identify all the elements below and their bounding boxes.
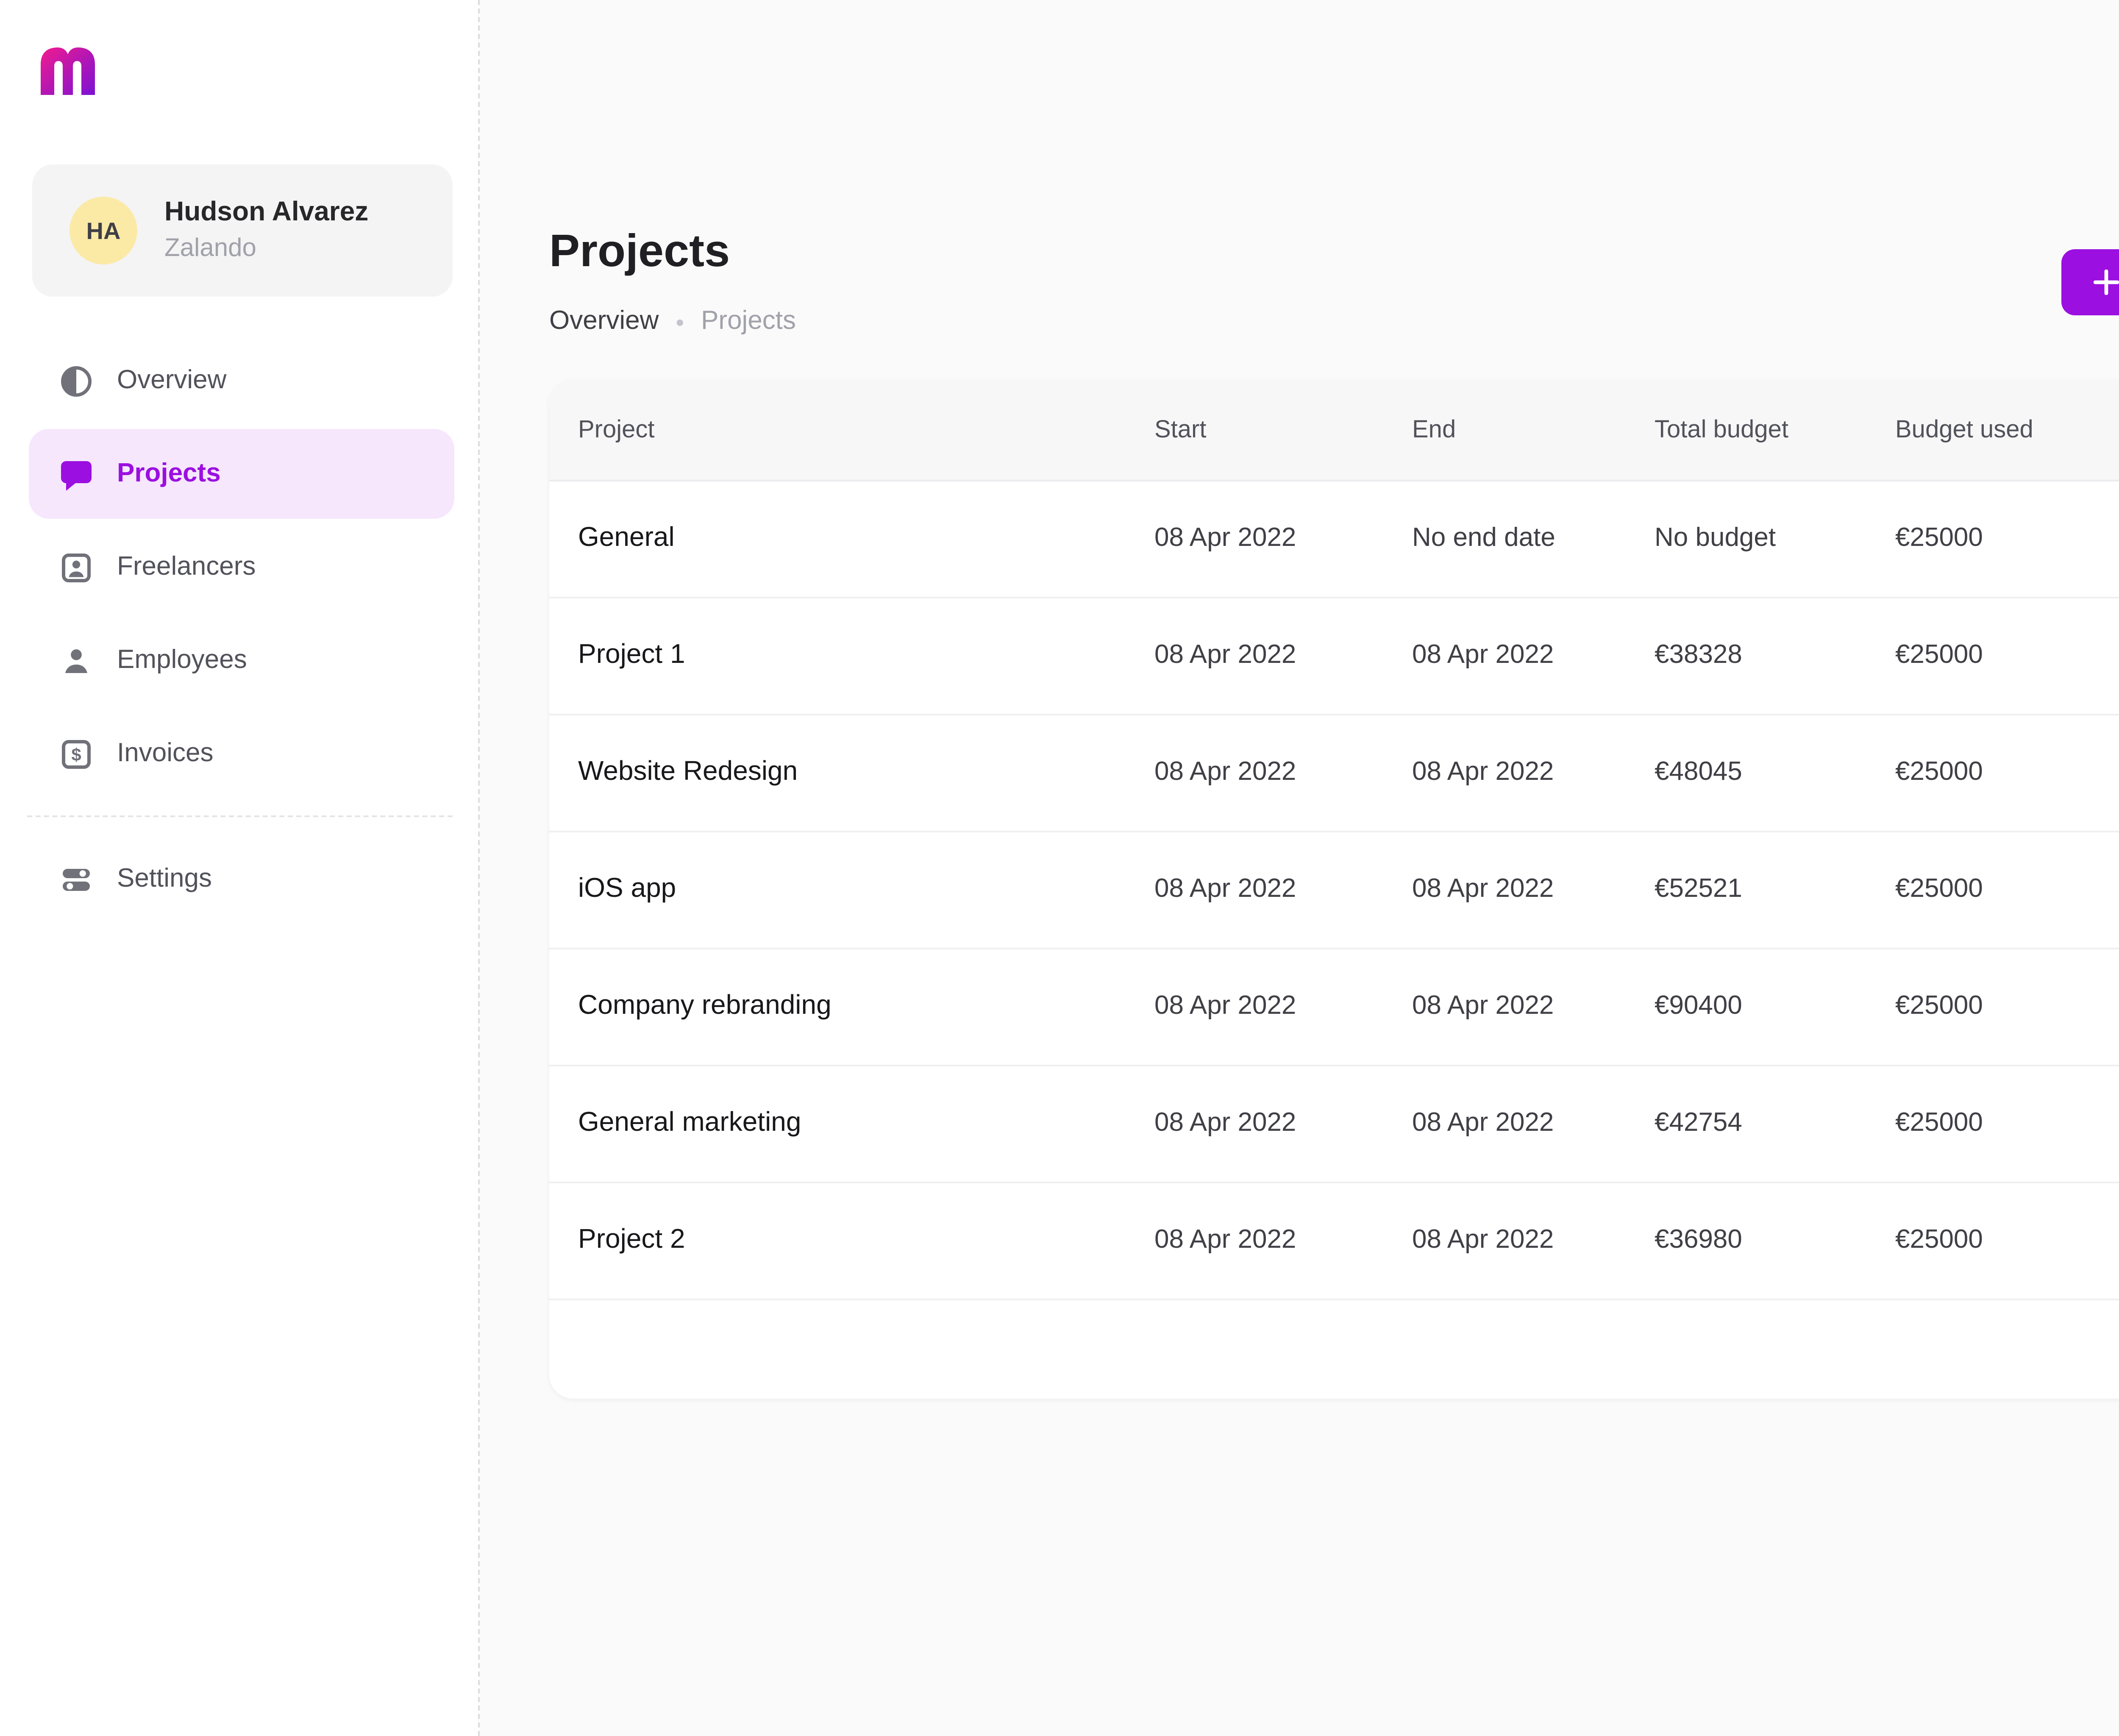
- plus-icon: [2094, 270, 2119, 295]
- cell-budget-used: €25000: [1895, 758, 1983, 787]
- breadcrumb-separator: •: [676, 309, 684, 336]
- column-header-start: Start: [1154, 416, 1207, 443]
- sidebar-item-label: Freelancers: [117, 552, 256, 581]
- cell-end-date: 08 Apr 2022: [1412, 992, 1554, 1021]
- chat-bubble-icon: [59, 457, 93, 491]
- column-header-total-budget: Total budget: [1655, 416, 1789, 443]
- cell-project-name: iOS app: [578, 875, 676, 904]
- sidebar-item-label: Employees: [117, 645, 247, 674]
- sidebar-divider: [27, 815, 453, 817]
- cell-start-date: 08 Apr 2022: [1154, 1109, 1296, 1138]
- user-info: Hudson Alvarez Zalando: [164, 195, 368, 266]
- cell-total-budget: €48045: [1655, 758, 1742, 787]
- cell-project-name: General marketing: [578, 1109, 801, 1138]
- sidebar-item-label: Projects: [117, 459, 221, 487]
- person-badge-icon: [59, 550, 93, 584]
- breadcrumb-projects: Projects: [701, 307, 796, 336]
- page-title: Projects: [549, 225, 730, 276]
- cell-budget-used: €25000: [1895, 641, 1983, 670]
- column-header-project: Project: [578, 416, 655, 443]
- user-company: Zalando: [164, 233, 256, 262]
- cell-total-budget: €52521: [1655, 875, 1742, 904]
- table-row: Website Redesign 08 Apr 2022 08 Apr 2022 €4…: [549, 715, 2119, 832]
- table-row: Project 1 08 Apr 2022 08 Apr 2022 €38328 €25…: [549, 598, 2119, 715]
- cell-total-budget: €38328: [1655, 641, 1742, 670]
- pie-chart-icon: [59, 364, 93, 398]
- sidebar-item-overview[interactable]: Overview: [29, 336, 454, 426]
- person-icon: [59, 643, 93, 677]
- user-name: Hudson Alvarez: [164, 198, 369, 228]
- cell-budget-used: €25000: [1895, 875, 1983, 904]
- cell-start-date: 08 Apr 2022: [1154, 1226, 1296, 1255]
- user-card[interactable]: HA Hudson Alvarez Zalando: [32, 164, 453, 297]
- table-row: General marketing 08 Apr 2022 08 Apr 2022 €…: [549, 1066, 2119, 1183]
- sidebar-item-label: Settings: [117, 864, 212, 893]
- sidebar-item-invoices[interactable]: $ Invoices: [29, 709, 454, 798]
- create-new-project-button[interactable]: Create new project: [2062, 249, 2119, 315]
- cell-budget-used: €25000: [1895, 1226, 1983, 1255]
- svg-text:$: $: [71, 744, 81, 764]
- cell-total-budget: €36980: [1655, 1226, 1742, 1255]
- table-row: Project 2 08 Apr 2022 08 Apr 2022 €36980 €25…: [549, 1183, 2119, 1300]
- cell-start-date: 08 Apr 2022: [1154, 992, 1296, 1021]
- sidebar-item-projects[interactable]: Projects: [29, 429, 454, 519]
- breadcrumb: Overview • Projects: [549, 307, 796, 337]
- cell-end-date: 08 Apr 2022: [1412, 758, 1554, 787]
- cell-start-date: 08 Apr 2022: [1154, 524, 1296, 553]
- cell-end-date: 08 Apr 2022: [1412, 641, 1554, 670]
- cell-budget-used: €25000: [1895, 992, 1983, 1021]
- cell-budget-used: €25000: [1895, 524, 1983, 553]
- cell-project-name: General: [578, 524, 675, 553]
- cell-project-name: Website Redesign: [578, 758, 798, 787]
- dollar-square-icon: $: [59, 737, 93, 771]
- cell-total-budget: €42754: [1655, 1109, 1742, 1138]
- table-row: Company rebranding 08 Apr 2022 08 Apr 2022…: [549, 949, 2119, 1066]
- cell-start-date: 08 Apr 2022: [1154, 641, 1296, 670]
- cell-end-date: 08 Apr 2022: [1412, 875, 1554, 904]
- cell-project-name: Project 1: [578, 641, 685, 670]
- avatar: HA: [70, 197, 137, 264]
- sidebar-item-freelancers[interactable]: Freelancers: [29, 522, 454, 612]
- sidebar-item-settings[interactable]: Settings: [29, 834, 454, 924]
- cell-project-name: Project 2: [578, 1226, 685, 1255]
- sidebar-item-employees[interactable]: Employees: [29, 615, 454, 705]
- sidebar-nav: Overview Projects Free: [0, 332, 480, 927]
- table-row: General 08 Apr 2022 No end date No budget €2…: [549, 481, 2119, 598]
- sidebar-item-label: Overview: [117, 365, 227, 394]
- column-header-end: End: [1412, 416, 1456, 443]
- brand-logo-icon: [37, 44, 98, 98]
- cell-end-date: 08 Apr 2022: [1412, 1226, 1554, 1255]
- cell-total-budget: No budget: [1655, 524, 1776, 553]
- cell-project-name: Company rebranding: [578, 992, 831, 1021]
- main-content: EN 8 Projects Overview • Projects Create…: [480, 0, 2119, 1736]
- sidebar: HA Hudson Alvarez Zalando Overview: [0, 0, 480, 1736]
- table-row: iOS app 08 Apr 2022 08 Apr 2022 €52521 €2500…: [549, 832, 2119, 949]
- breadcrumb-overview[interactable]: Overview: [549, 307, 659, 336]
- toggles-icon: [59, 862, 93, 896]
- cell-start-date: 08 Apr 2022: [1154, 758, 1296, 787]
- projects-table: Project Start End Total budget Budget us…: [549, 380, 2119, 1399]
- cell-end-date: No end date: [1412, 524, 1555, 553]
- table-body: General 08 Apr 2022 No end date No budget €2…: [549, 481, 2119, 1300]
- cell-total-budget: €90400: [1655, 992, 1742, 1021]
- cell-budget-used: €25000: [1895, 1109, 1983, 1138]
- cell-start-date: 08 Apr 2022: [1154, 875, 1296, 904]
- table-header-row: Project Start End Total budget Budget us…: [549, 380, 2119, 481]
- cell-end-date: 08 Apr 2022: [1412, 1109, 1554, 1138]
- column-header-budget-used: Budget used: [1895, 416, 2033, 443]
- sidebar-item-label: Invoices: [117, 738, 214, 767]
